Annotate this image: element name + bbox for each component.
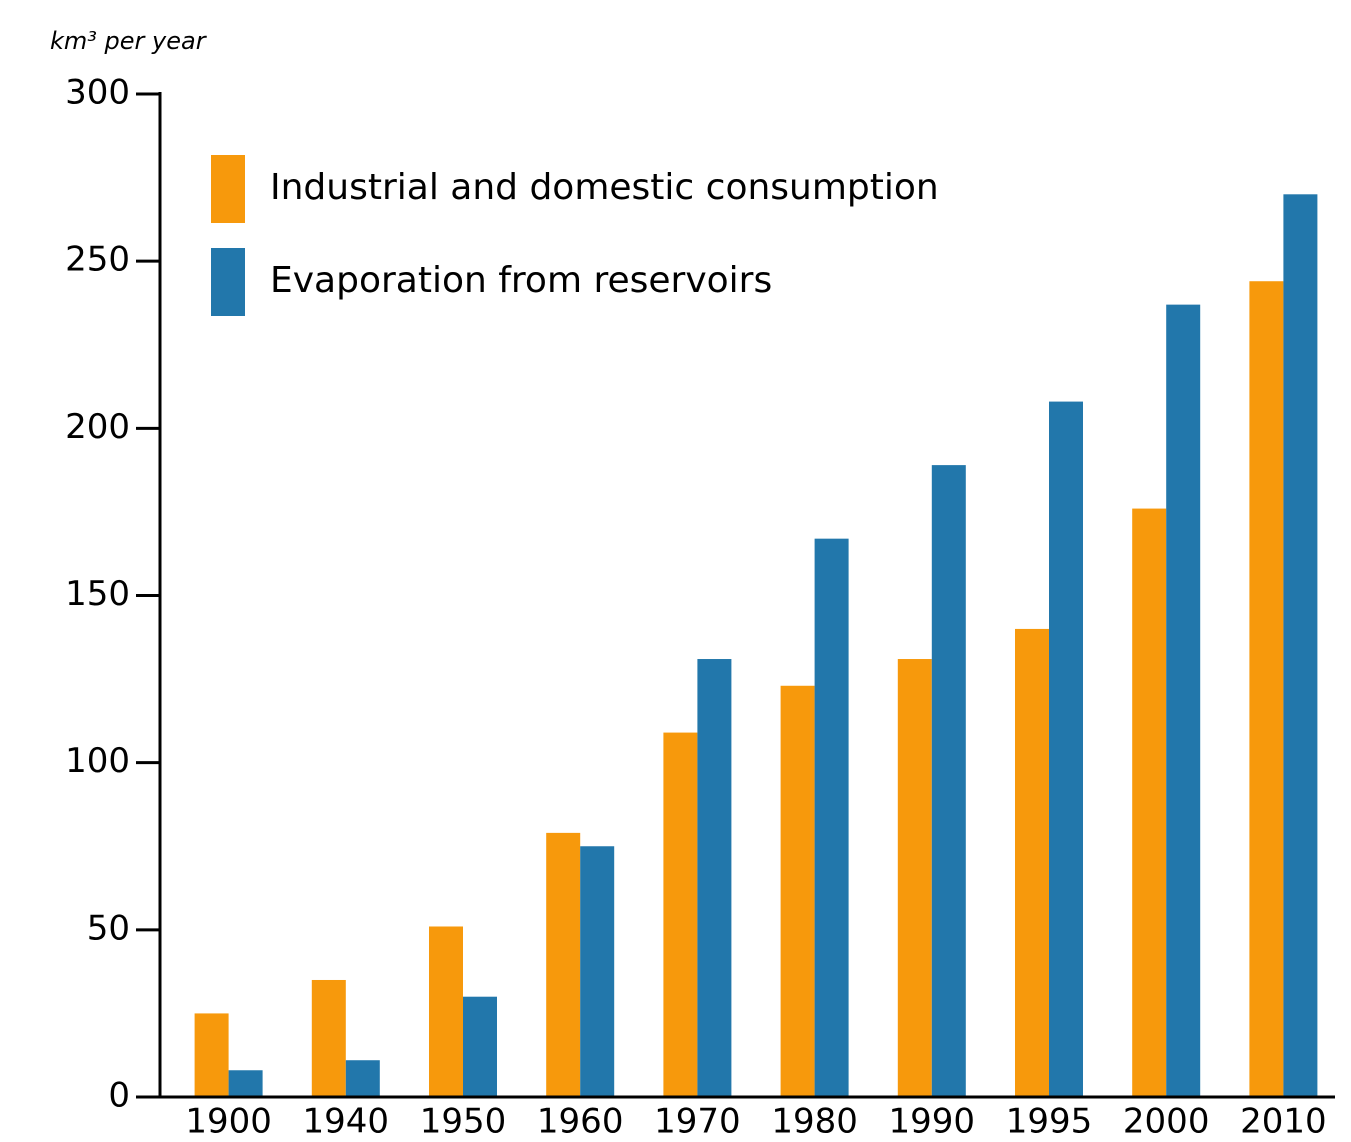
y-axis-label: km³ per year bbox=[50, 27, 208, 55]
x-tick-label: 1960 bbox=[537, 1102, 624, 1142]
y-tick-label: 250 bbox=[65, 240, 130, 280]
y-tick-label: 300 bbox=[65, 73, 130, 113]
bar bbox=[1249, 281, 1284, 1097]
x-tick-label: 1940 bbox=[303, 1102, 390, 1142]
bar bbox=[1049, 401, 1083, 1097]
bar bbox=[228, 1070, 263, 1097]
bar bbox=[931, 465, 966, 1097]
legend-label: Evaporation from reservoirs bbox=[270, 260, 772, 301]
x-tick-label: 2000 bbox=[1123, 1102, 1210, 1142]
legend-label: Industrial and domestic consumption bbox=[270, 167, 939, 208]
bar bbox=[546, 832, 581, 1097]
bar bbox=[429, 926, 463, 1097]
bar bbox=[663, 732, 698, 1097]
bar bbox=[194, 1013, 229, 1097]
y-tick-label: 50 bbox=[87, 908, 130, 948]
y-tick-label: 100 bbox=[65, 741, 130, 781]
x-tick-label: 1970 bbox=[654, 1102, 741, 1142]
bar bbox=[814, 538, 849, 1097]
bar bbox=[311, 979, 346, 1097]
bar bbox=[1132, 508, 1167, 1097]
bar bbox=[580, 846, 615, 1097]
bar bbox=[1283, 194, 1318, 1098]
bar bbox=[463, 996, 497, 1097]
x-tick-label: 2010 bbox=[1240, 1102, 1327, 1142]
x-tick-label: 1990 bbox=[889, 1102, 976, 1142]
x-tick-label: 1995 bbox=[1006, 1102, 1093, 1142]
x-tick-label: 1980 bbox=[771, 1102, 858, 1142]
bar bbox=[897, 659, 932, 1097]
bar bbox=[1015, 628, 1049, 1097]
legend-swatch bbox=[211, 248, 245, 316]
x-tick-label: 1900 bbox=[185, 1102, 272, 1142]
bar bbox=[780, 685, 815, 1097]
x-tick-label: 1950 bbox=[420, 1102, 507, 1142]
bar bbox=[345, 1060, 380, 1097]
bar bbox=[1166, 304, 1201, 1097]
y-tick-label: 200 bbox=[65, 407, 130, 447]
y-tick-label: 150 bbox=[65, 574, 130, 614]
bar bbox=[697, 659, 732, 1097]
y-tick-label: 0 bbox=[108, 1076, 130, 1116]
legend-swatch bbox=[211, 155, 245, 223]
